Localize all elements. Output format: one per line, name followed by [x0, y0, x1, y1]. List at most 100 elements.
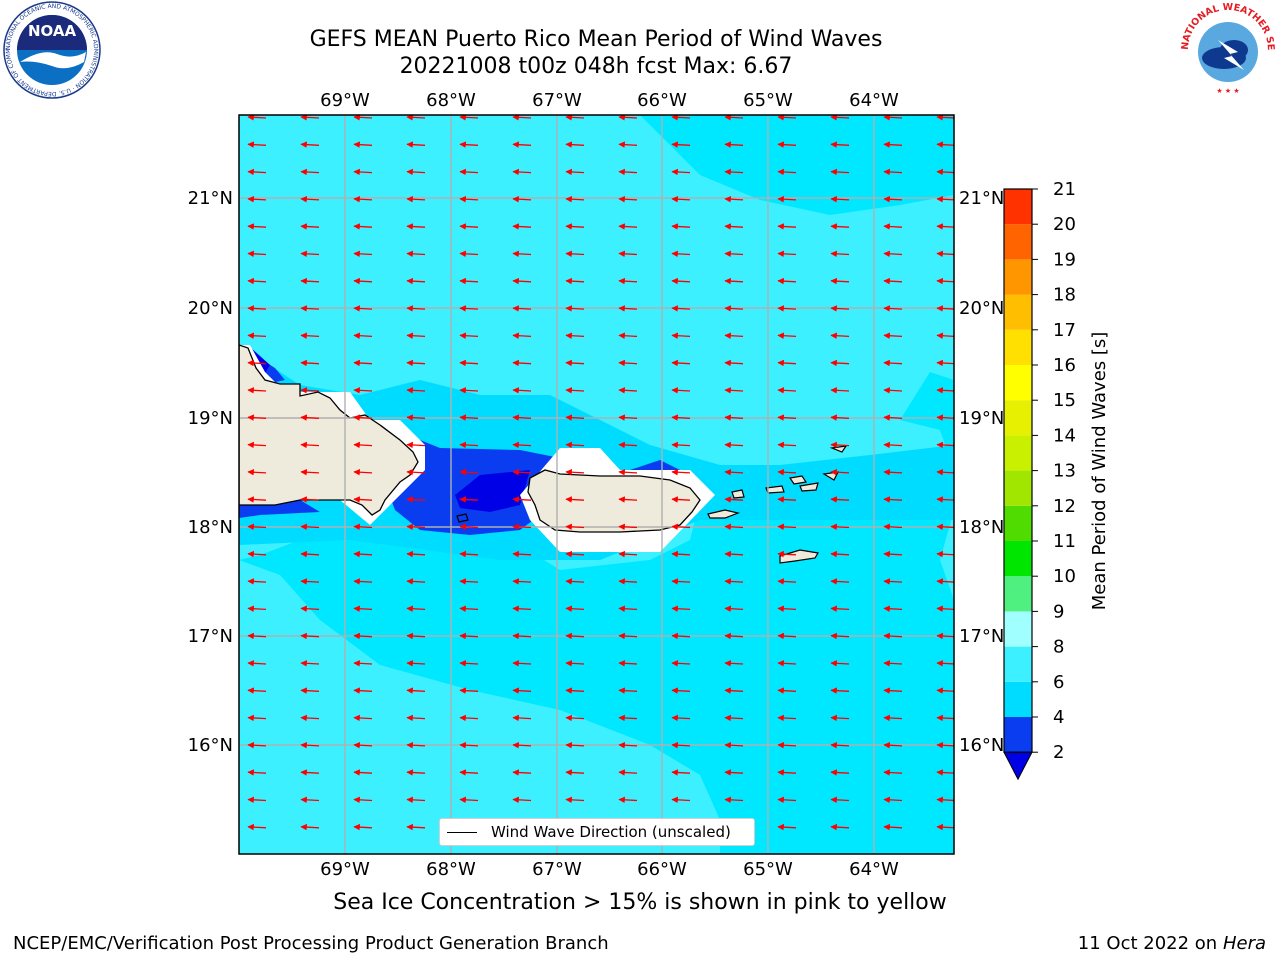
wave-direction-arrow — [459, 687, 479, 694]
wave-direction-arrow — [406, 823, 426, 831]
wave-direction-arrow — [618, 387, 638, 394]
wave-direction-arrow — [300, 714, 320, 722]
wave-direction-arrow — [406, 660, 426, 667]
wave-direction-arrow — [830, 115, 850, 121]
wave-direction-arrow — [883, 359, 903, 367]
wave-direction-arrow — [512, 305, 532, 312]
wave-direction-arrow — [618, 414, 638, 421]
noaa-logo-text: NOAA — [28, 22, 77, 40]
wave-direction-arrow — [300, 523, 320, 531]
wave-direction-arrow — [565, 141, 585, 148]
wave-direction-arrow — [724, 441, 744, 449]
wave-direction-arrow — [936, 195, 954, 203]
wave-direction-arrow — [883, 823, 903, 831]
wave-direction-arrow — [724, 332, 744, 339]
wave-direction-arrow — [777, 496, 797, 503]
wave-direction-arrow — [353, 632, 373, 640]
wave-direction-arrow — [406, 468, 426, 476]
wave-direction-arrow — [459, 632, 479, 640]
wave-direction-arrow — [671, 115, 691, 121]
chart-title: GEFS MEAN Puerto Rico Mean Period of Win… — [309, 27, 883, 52]
wave-direction-arrow — [618, 277, 638, 285]
wave-direction-arrow — [565, 168, 585, 176]
wave-direction-arrow — [936, 387, 954, 394]
colorbar-tick-label: 12 — [1053, 496, 1076, 517]
wave-direction-arrow — [406, 168, 426, 176]
wave-direction-arrow — [406, 250, 426, 258]
wave-direction-arrow — [618, 687, 638, 694]
wave-direction-arrow — [353, 769, 373, 776]
wave-direction-arrow — [565, 305, 585, 312]
wave-direction-arrow — [830, 741, 850, 749]
wave-direction-arrow — [671, 741, 691, 749]
wave-direction-arrow — [565, 714, 585, 722]
wave-direction-arrow — [671, 250, 691, 258]
colorbar-segment — [1004, 435, 1032, 471]
wave-direction-arrow — [724, 523, 744, 531]
wave-direction-arrow — [565, 250, 585, 258]
wave-direction-arrow — [777, 359, 797, 367]
colorbar-segment — [1004, 365, 1032, 401]
wave-direction-arrow — [353, 141, 373, 148]
wave-direction-arrow — [830, 250, 850, 258]
wave-direction-arrow — [618, 305, 638, 312]
wave-direction-arrow — [618, 660, 638, 667]
wave-direction-arrow — [777, 578, 797, 585]
wave-direction-arrow — [618, 769, 638, 776]
wave-direction-arrow — [459, 523, 479, 531]
colorbar-tick-label: 4 — [1053, 707, 1064, 728]
wave-direction-arrow — [353, 441, 373, 449]
wave-direction-arrow — [671, 441, 691, 449]
wave-direction-arrow — [936, 468, 954, 476]
wave-direction-arrow — [459, 141, 479, 148]
wave-direction-arrow — [777, 741, 797, 749]
wave-direction-arrow — [936, 714, 954, 722]
wave-direction-arrow — [247, 305, 267, 312]
field-6-8s-island — [915, 242, 940, 270]
wave-direction-arrow — [565, 387, 585, 394]
wave-direction-arrow — [565, 223, 585, 230]
nws-logo: NATIONAL WEATHER SERVICE ★ ★ ★ — [1174, 0, 1278, 100]
wave-direction-arrow — [459, 578, 479, 585]
wave-direction-arrow — [777, 632, 797, 640]
wave-direction-arrow — [353, 223, 373, 230]
wave-direction-arrow — [724, 195, 744, 203]
wave-direction-arrow — [936, 115, 954, 121]
wave-direction-arrow — [724, 141, 744, 148]
wave-direction-arrow — [724, 796, 744, 804]
wave-direction-arrow — [883, 441, 903, 449]
wave-direction-arrow — [459, 305, 479, 312]
lon-label: 66°W — [637, 90, 687, 111]
wave-direction-arrow — [565, 496, 585, 503]
wave-direction-arrow — [459, 796, 479, 804]
wave-direction-arrow — [247, 578, 267, 585]
sea-ice-note: Sea Ice Concentration > 15% is shown in … — [333, 890, 947, 915]
wave-direction-arrow — [724, 496, 744, 503]
colorbar-tick-label: 11 — [1053, 531, 1076, 552]
lat-label: 19°N — [188, 408, 233, 429]
wave-direction-arrow — [777, 195, 797, 203]
wave-direction-arrow — [724, 550, 744, 558]
wave-direction-arrow — [830, 714, 850, 722]
lon-label: 68°W — [426, 90, 476, 111]
wave-direction-arrow — [883, 332, 903, 339]
wave-direction-arrow — [353, 195, 373, 203]
wave-direction-arrow — [406, 359, 426, 367]
wave-direction-arrow — [671, 468, 691, 476]
wave-direction-arrow — [777, 660, 797, 667]
wave-direction-arrow — [777, 277, 797, 285]
wave-direction-arrow — [247, 550, 267, 558]
wave-direction-arrow — [883, 660, 903, 667]
lon-label: 69°W — [320, 859, 370, 880]
wave-direction-arrow — [671, 387, 691, 394]
wave-direction-arrow — [512, 250, 532, 258]
hispaniola-land — [239, 344, 419, 516]
wave-direction-arrow — [247, 796, 267, 804]
wave-direction-arrow — [618, 550, 638, 558]
wave-direction-arrow — [618, 714, 638, 722]
wave-direction-arrow — [247, 468, 267, 476]
wave-direction-arrow — [300, 605, 320, 612]
wave-direction-arrow — [406, 605, 426, 612]
wave-direction-arrow — [724, 168, 744, 176]
wave-direction-arrow — [777, 823, 797, 831]
